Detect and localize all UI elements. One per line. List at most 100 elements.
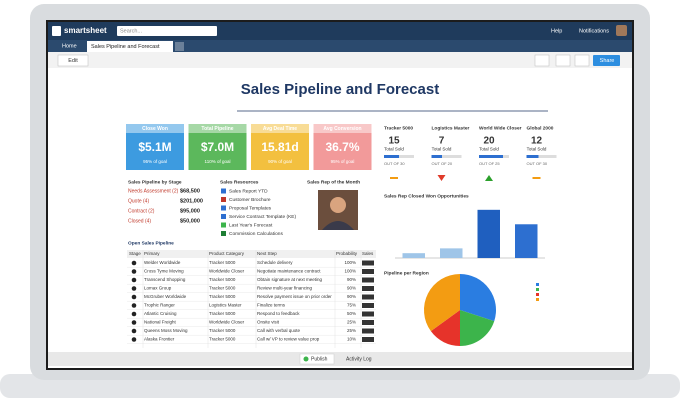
sales-cell — [362, 260, 374, 266]
table-cell: Tracker 5000 — [209, 286, 236, 291]
search-box[interactable] — [117, 26, 217, 36]
product-out-of: OUT OF 25 — [479, 161, 500, 166]
trend-up — [485, 175, 493, 181]
add-tab — [175, 42, 184, 51]
table-cell: 50% — [347, 311, 356, 316]
kpi-value: 36.7% — [325, 140, 359, 154]
table-cell: Logistics Master — [209, 303, 242, 308]
column-header: Primary — [144, 251, 160, 256]
table-cell: Call with verbal quote — [257, 328, 301, 333]
progress-track — [431, 155, 462, 158]
resource-link[interactable]: Customer Brochure — [229, 197, 271, 203]
product-name: Logistics Master — [432, 125, 470, 131]
table-cell: Worldwide Closer — [209, 269, 245, 274]
stage-ball — [131, 337, 137, 342]
share-button[interactable] — [593, 55, 620, 66]
search-input[interactable]: Search... — [120, 28, 142, 34]
file-icon — [221, 205, 226, 211]
column-header: Next Step — [257, 251, 277, 256]
table-cell: Welder Worldwide — [144, 260, 181, 265]
bar — [440, 248, 463, 258]
stage-ball — [131, 328, 137, 334]
table-cell: Schedule delivery — [257, 260, 293, 265]
product-name: Global 2000 — [527, 125, 554, 131]
pie-slice — [430, 310, 460, 346]
table-cell: 90% — [347, 286, 356, 291]
pie-slice — [460, 310, 495, 346]
table-cell: Tracker 5000 — [209, 294, 236, 299]
publish-button[interactable] — [299, 353, 335, 365]
product-out-of: OUT OF 20 — [432, 161, 453, 166]
product-caption: Total Sold — [432, 147, 452, 152]
product-caption: Total Sold — [527, 147, 547, 152]
stage-name: Contract (2) — [128, 208, 155, 214]
progress-bar — [384, 155, 399, 158]
table-cell: 90% — [347, 277, 356, 282]
publish-label[interactable]: Publish — [311, 356, 328, 362]
table-cell: National Freight — [144, 320, 177, 325]
file-icon — [221, 214, 226, 219]
product-name: Tracker 5000 — [384, 125, 413, 131]
table-cell: Obtain signature at next meeting — [257, 277, 323, 282]
edit-label[interactable]: Edit — [68, 58, 78, 64]
rep-shoulders — [322, 221, 354, 230]
table-cell: Worldwide Closer — [209, 320, 245, 325]
sales-cell — [362, 311, 374, 317]
tool-icon[interactable] — [534, 54, 550, 67]
kpi-label: Total Pipeline — [201, 126, 233, 132]
table-cell: Cross Tyme Moving — [144, 269, 184, 274]
stage-ball — [131, 269, 137, 274]
resource-link[interactable]: Last Year's Forecast — [229, 222, 273, 228]
stage-ball — [131, 260, 137, 266]
sales-cell — [362, 337, 374, 342]
share-label[interactable]: Share — [600, 58, 615, 64]
table-cell: Alaska Frontier — [144, 337, 175, 342]
bar — [402, 253, 425, 258]
sales-cell — [362, 328, 374, 334]
rep-face — [330, 197, 346, 213]
kpi-header — [251, 124, 309, 133]
table-cell: 10% — [347, 337, 356, 342]
file-icon — [221, 188, 226, 194]
stage-name: Quote (4) — [128, 198, 149, 204]
table-cell: Atlantic Cruising — [144, 311, 177, 316]
tool-icon[interactable] — [555, 54, 571, 67]
edit-button[interactable] — [57, 54, 89, 67]
kpi-header — [188, 124, 247, 133]
file-icon — [221, 222, 226, 228]
resource-link[interactable]: Proposal Templates — [229, 205, 272, 211]
home-tab[interactable]: Home — [62, 43, 77, 49]
kpi-header — [313, 124, 372, 133]
stage-ball — [131, 303, 137, 308]
tool-icon[interactable] — [574, 54, 590, 67]
legend-swatch — [536, 288, 539, 291]
legend-swatch — [536, 293, 539, 296]
kpi-note: 95% of goal — [143, 159, 167, 164]
active-tab-label[interactable]: Sales Pipeline and Forecast — [91, 44, 160, 50]
table-cell: Respond to feedback — [257, 311, 300, 316]
table-cell: 25% — [347, 320, 356, 325]
table-cell: Queens Moss Moving — [144, 328, 188, 333]
section-title: Sales Pipeline by Stage — [128, 179, 182, 185]
notifications-link[interactable]: Notifications — [579, 28, 609, 34]
sales-cell — [362, 294, 374, 300]
resource-link[interactable]: Commission Calculations — [229, 231, 283, 237]
table-cell: 75% — [347, 303, 356, 308]
table-cell: McGruber Worldwide — [144, 294, 187, 299]
kpi-value: 15.81d — [261, 140, 298, 154]
trend-flat — [390, 177, 398, 179]
table-cell: Resolve payment issue on prior order — [257, 294, 332, 299]
column-header: Product Category — [209, 251, 245, 256]
product-sold: 7 — [439, 136, 445, 147]
product-name: World Wide Closer — [479, 125, 522, 131]
resource-link[interactable]: Service Contract Template (KE) — [229, 214, 296, 220]
activity-log-label[interactable]: Activity Log — [346, 356, 372, 362]
table-cell: Finalize terms — [257, 303, 286, 308]
help-link[interactable]: Help — [551, 28, 562, 34]
legend-swatch — [536, 298, 539, 301]
resource-link[interactable]: Sales Report YTD — [229, 188, 268, 194]
product-out-of: OUT OF 30 — [527, 161, 548, 166]
table-header-bg — [127, 250, 376, 258]
logo-icon — [52, 26, 61, 36]
